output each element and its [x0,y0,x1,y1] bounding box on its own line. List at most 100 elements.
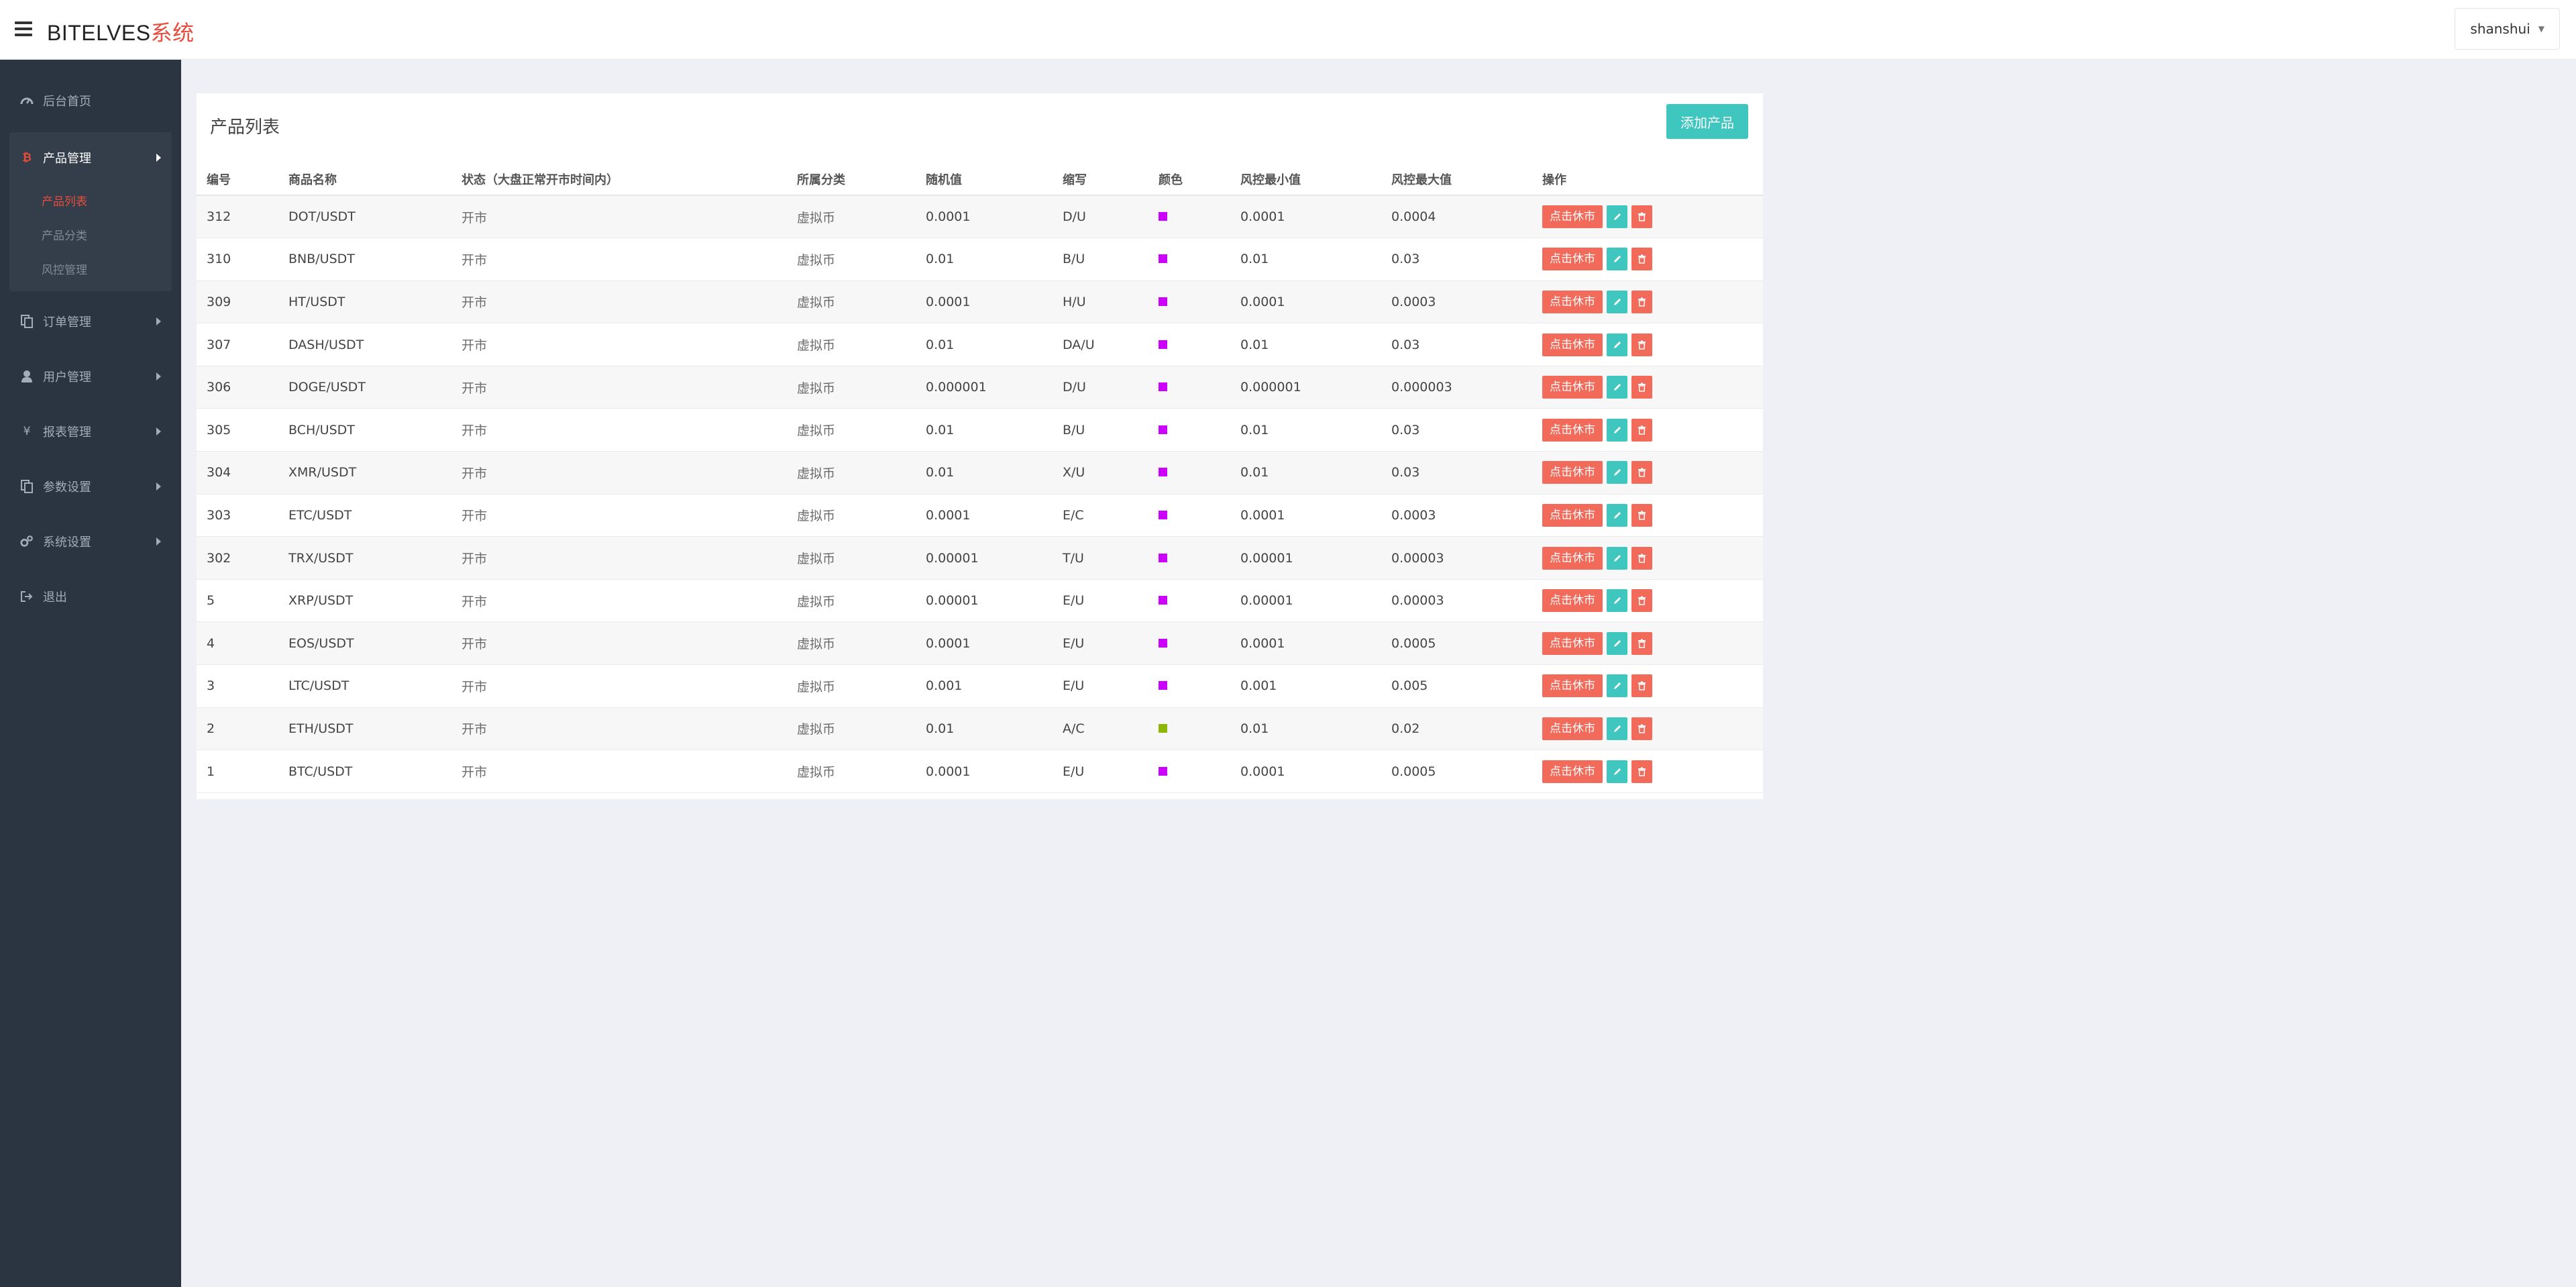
id-cell: 306 [207,380,231,395]
delete-button[interactable] [1631,333,1652,356]
category-cell: 虚拟币 [797,252,836,268]
edit-button[interactable] [1607,205,1627,229]
sidebar-item-logout[interactable]: 退出 [0,569,181,624]
id-cell: 4 [207,635,215,651]
close-market-button[interactable]: 点击休市 [1542,248,1603,271]
sidebar-item-system-settings[interactable]: 系统设置 [0,514,181,569]
sidebar-subitem-product-category[interactable]: 产品分类 [42,229,87,243]
edit-button[interactable] [1607,376,1627,399]
edit-button[interactable] [1607,717,1627,740]
close-market-button[interactable]: 点击休市 [1542,461,1603,484]
close-market-button[interactable]: 点击休市 [1542,760,1603,783]
category-cell: 虚拟币 [797,423,836,439]
delete-button[interactable] [1631,205,1652,229]
delete-button[interactable] [1631,418,1652,442]
category-cell: 虚拟币 [797,509,836,524]
random-value-cell: 0.01 [926,252,955,267]
edit-button[interactable] [1607,589,1627,613]
status-cell: 开市 [462,637,488,652]
category-cell: 虚拟币 [797,210,836,225]
edit-button[interactable] [1607,760,1627,783]
edit-button[interactable] [1607,333,1627,356]
name-cell: DOGE/USDT [288,380,366,395]
edit-button[interactable] [1607,290,1627,313]
delete-button[interactable] [1631,589,1652,613]
pencil-icon [1613,341,1621,348]
table-row: 310 BNB/USDT 开市 虚拟币 0.01 B/U 0.01 0.03 点击休市 [197,238,1763,281]
table-row: 3 LTC/USDT 开市 虚拟币 0.001 E/U 0.001 0.005 点击休市 [197,665,1763,708]
actions-cell: 点击休市 [1532,366,1763,409]
chevron-right-icon [156,372,161,380]
sidebar-subitem-risk-control[interactable]: 风控管理 [42,264,87,277]
user-menu-dropdown[interactable]: shanshui ▼ [2455,8,2560,50]
column-header-actions: 操作 [1532,163,1763,196]
hamburger-menu-icon[interactable] [15,21,32,36]
sidebar-item-product-management[interactable]: ₿ 产品管理 [9,132,172,183]
delete-button[interactable] [1631,376,1652,399]
trash-icon [1638,511,1646,520]
product-list-panel: 产品列表 添加产品 编号 商品名称 状态（大盘正常开市时间内） 所属分类 随机值… [197,93,1763,799]
color-cell [1148,494,1230,537]
sidebar-item-orders[interactable]: 订单管理 [0,294,181,349]
sidebar-item-label: 订单管理 [43,315,91,329]
sidebar-item-parameters[interactable]: 参数设置 [0,459,181,514]
pencil-icon [1613,725,1621,732]
sidebar-item-label: 用户管理 [43,370,91,384]
delete-button[interactable] [1631,717,1652,740]
delete-button[interactable] [1631,461,1652,484]
status-cell: 开市 [462,210,488,225]
add-product-button[interactable]: 添加产品 [1666,104,1748,139]
sidebar: 后台首页 ₿ 产品管理 产品列表 产品分类 风控管理 订单管理 用户管理 ¥ 报… [0,60,181,1287]
color-cell [1148,579,1230,622]
close-market-button[interactable]: 点击休市 [1542,631,1603,655]
close-market-button[interactable]: 点击休市 [1542,333,1603,356]
sidebar-item-reports[interactable]: ¥ 报表管理 [0,404,181,459]
close-market-button[interactable]: 点击休市 [1542,376,1603,399]
close-market-button[interactable]: 点击休市 [1542,589,1603,613]
edit-button[interactable] [1607,248,1627,271]
sidebar-subitem-product-list[interactable]: 产品列表 [42,195,87,209]
sidebar-item-dashboard[interactable]: 后台首页 [0,73,181,128]
table-header-row: 编号 商品名称 状态（大盘正常开市时间内） 所属分类 随机值 缩写 颜色 风控最… [197,163,1763,196]
pencil-icon [1613,682,1621,690]
close-market-button[interactable]: 点击休市 [1542,290,1603,313]
pencil-icon [1613,639,1621,647]
copy-icon [20,480,34,493]
edit-button[interactable] [1607,418,1627,442]
id-cell: 1 [207,764,215,779]
edit-button[interactable] [1607,546,1627,570]
edit-button[interactable] [1607,631,1627,655]
random-value-cell: 0.01 [926,422,955,437]
delete-button[interactable] [1631,760,1652,783]
status-cell: 开市 [462,338,488,354]
close-market-button[interactable]: 点击休市 [1542,503,1603,527]
chevron-right-icon [156,154,161,162]
edit-button[interactable] [1607,674,1627,698]
edit-button[interactable] [1607,503,1627,527]
trash-icon [1638,425,1646,435]
delete-button[interactable] [1631,290,1652,313]
status-cell: 开市 [462,552,488,567]
actions-cell: 点击休市 [1532,579,1763,622]
name-cell: BNB/USDT [288,252,355,267]
delete-button[interactable] [1631,674,1652,698]
yen-icon: ¥ [23,425,31,438]
column-header-name: 商品名称 [278,163,451,196]
close-market-button[interactable]: 点击休市 [1542,674,1603,698]
sidebar-subnav: 产品列表 产品分类 风控管理 [9,183,172,291]
close-market-button[interactable]: 点击休市 [1542,418,1603,442]
sidebar-item-users[interactable]: 用户管理 [0,349,181,404]
close-market-button[interactable]: 点击休市 [1542,546,1603,570]
delete-button[interactable] [1631,503,1652,527]
delete-button[interactable] [1631,546,1652,570]
table-row: 5 XRP/USDT 开市 虚拟币 0.00001 E/U 0.00001 0.00003 点击… [197,579,1763,622]
close-market-button[interactable]: 点击休市 [1542,205,1603,229]
delete-button[interactable] [1631,631,1652,655]
close-market-button[interactable]: 点击休市 [1542,717,1603,740]
trash-icon [1638,297,1646,307]
delete-button[interactable] [1631,248,1652,271]
edit-button[interactable] [1607,461,1627,484]
table-row: 312 DOT/USDT 开市 虚拟币 0.0001 D/U 0.0001 0.0004 点击休… [197,195,1763,238]
sidebar-item-label: 产品管理 [43,152,91,166]
risk-max-cell: 0.0005 [1391,635,1436,651]
